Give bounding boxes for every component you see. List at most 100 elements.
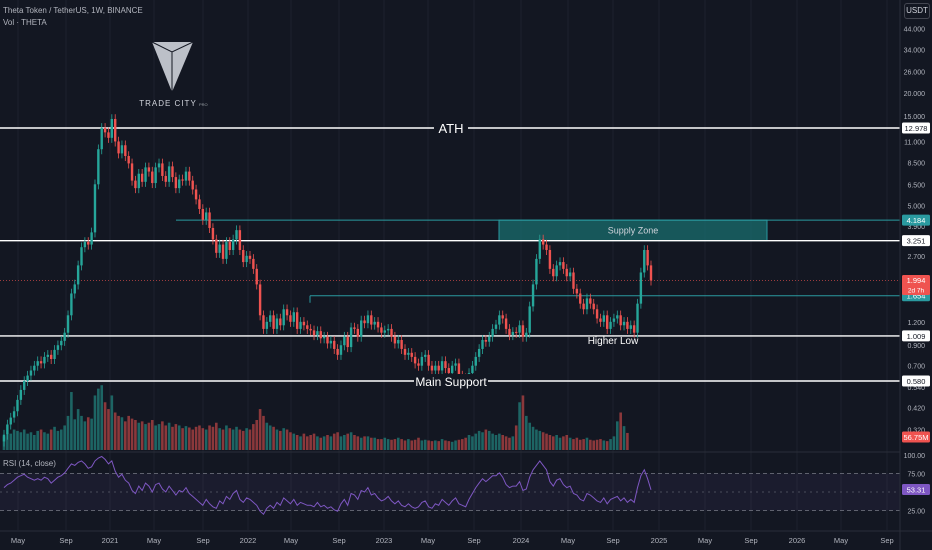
volume-bar <box>541 432 545 450</box>
candle-body <box>646 249 649 266</box>
volume-bar <box>329 436 333 450</box>
time-tick-label: Sep <box>744 536 757 545</box>
volume-bar <box>521 395 525 450</box>
price-tick-label: 8.500 <box>907 160 925 167</box>
volume-legend: Vol · THETA <box>3 18 47 27</box>
candle-body <box>191 180 194 190</box>
price-axis[interactable]: 44.000 34.000 26.000 20.000 15.000 11.000 8.50… <box>899 0 932 550</box>
time-tick-label: Sep <box>880 536 893 545</box>
candle-body <box>6 424 9 435</box>
candle-body <box>579 293 582 304</box>
volume-bar <box>343 434 346 450</box>
candle-body <box>552 268 555 277</box>
candle-body <box>269 315 272 322</box>
volume-bar <box>366 436 370 450</box>
volume-bar <box>272 426 275 450</box>
volume-bars <box>2 385 629 450</box>
chart-annotations: ATH Main Support Higher Low <box>414 121 639 389</box>
volume-bar <box>504 436 508 450</box>
volume-bar <box>231 429 235 450</box>
volume-bar <box>164 425 168 450</box>
volume-bar <box>322 436 326 450</box>
volume-bar <box>525 415 528 450</box>
volume-bar <box>609 439 612 450</box>
volume-bar <box>578 439 582 450</box>
volume-bar <box>16 430 19 450</box>
volume-bar <box>599 439 602 450</box>
volume-bar <box>491 433 494 450</box>
volume-bar <box>174 424 178 450</box>
volume-bar <box>619 412 622 450</box>
volume-bar <box>548 434 552 450</box>
candle-body <box>454 363 457 366</box>
volume-bar <box>289 432 292 450</box>
volume-bar <box>535 429 538 450</box>
volume-bar <box>484 429 488 450</box>
volume-bar <box>410 440 414 450</box>
volume-bar <box>592 440 596 450</box>
level-price-badge: 1.009 <box>907 332 926 341</box>
price-tick-label: 1.200 <box>907 320 925 327</box>
candle-body <box>147 167 151 172</box>
candle-body <box>60 340 63 346</box>
candle-body <box>413 356 417 364</box>
candle-body <box>649 265 653 281</box>
volume-bar <box>373 437 376 450</box>
candle-body <box>292 312 296 322</box>
volume-bar <box>454 440 457 450</box>
volume-bar <box>602 440 606 450</box>
volume-bar <box>393 439 397 450</box>
volume-bar <box>595 439 599 450</box>
volume-bar <box>498 433 501 450</box>
volume-bar <box>161 421 164 450</box>
candle-body <box>636 303 639 333</box>
price-tick-label: 0.320 <box>907 427 925 434</box>
volume-bar <box>312 433 316 450</box>
candle-body <box>558 262 562 266</box>
volume-bar <box>245 428 248 450</box>
time-axis[interactable]: May Sep 2021 May Sep 2022 May Sep 2023 May Sep 2024… <box>0 530 932 545</box>
volume-bar <box>49 429 53 450</box>
time-tick-label: May <box>561 536 575 545</box>
volume-bar <box>275 429 279 450</box>
candle-body <box>201 208 205 220</box>
volume-bar <box>400 439 403 450</box>
price-tick-label: 3.900 <box>907 224 925 231</box>
volume-bar <box>59 429 63 450</box>
price-tick-label: 6.500 <box>907 182 925 189</box>
volume-bar <box>434 440 437 450</box>
candle-body <box>204 212 208 220</box>
volume-bar <box>508 437 511 450</box>
volume-bar <box>457 439 461 450</box>
main-support-label-bg <box>414 374 488 388</box>
volume-bar <box>467 434 471 450</box>
volume-bar <box>177 425 181 450</box>
volume-bar <box>332 433 336 450</box>
volume-bar <box>66 415 70 450</box>
volume-bar <box>221 429 225 450</box>
grid-lines <box>17 0 888 530</box>
candle-body <box>359 320 363 337</box>
volume-bar <box>551 436 555 450</box>
volume-bar <box>572 439 575 450</box>
candle-body <box>33 365 36 371</box>
candle-body <box>450 365 454 373</box>
price-tick-label: 0.420 <box>907 405 925 412</box>
candle-body <box>545 244 548 250</box>
price-tick-label: 5.000 <box>907 204 925 211</box>
candle-body <box>370 315 373 325</box>
volume-bar <box>309 434 312 450</box>
candle-body <box>43 356 46 364</box>
candle-body <box>134 180 137 189</box>
candle-body <box>474 356 477 366</box>
candle-body <box>23 381 26 390</box>
candle-body <box>427 354 430 366</box>
zone-price-badge: 1.654 <box>907 292 926 301</box>
time-tick-label: May <box>698 536 712 545</box>
volume-bar <box>319 437 323 450</box>
candle-body <box>440 361 444 371</box>
volume-bar <box>6 434 9 450</box>
volume-bar <box>565 434 569 450</box>
currency-button[interactable]: USDT <box>904 3 930 19</box>
